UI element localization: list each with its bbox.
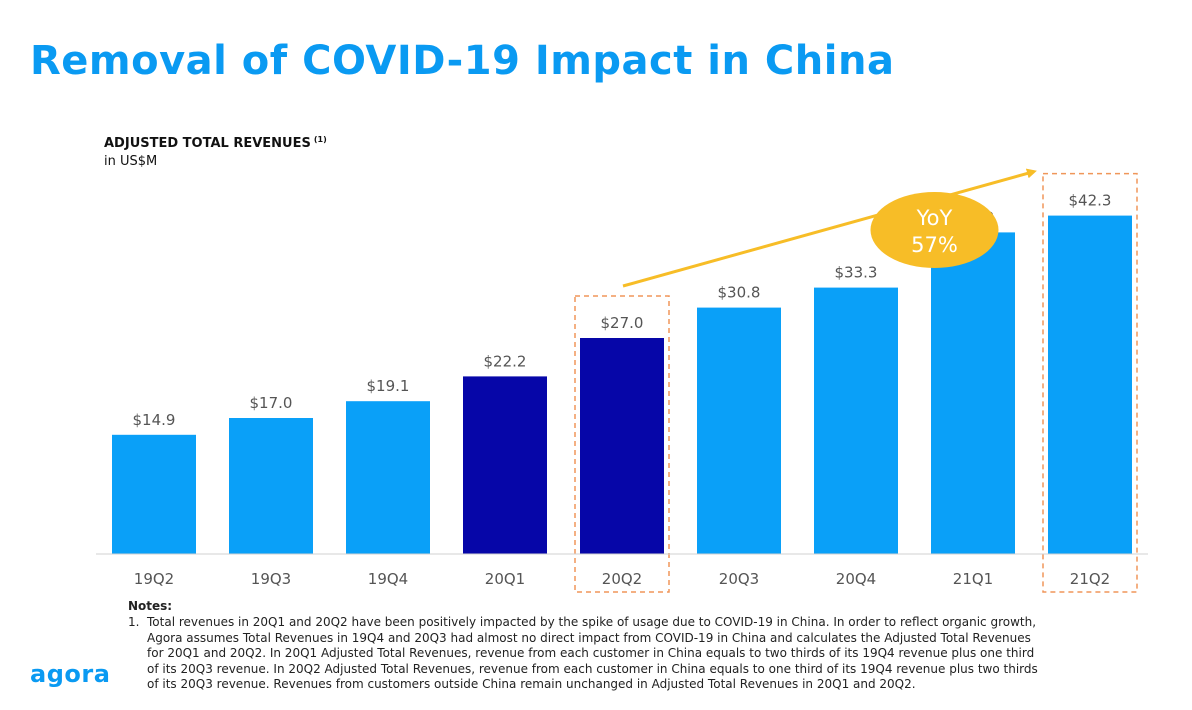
category-label-21Q2: 21Q2 (1070, 570, 1110, 588)
category-label-19Q3: 19Q3 (251, 570, 291, 588)
value-label-19Q4: $19.1 (367, 377, 410, 395)
chart-unit-label: in US$M (104, 154, 158, 169)
note-line: for 20Q1 and 20Q2. In 20Q1 Adjusted Tota… (128, 646, 1164, 662)
notes-body: 1. Total revenues in 20Q1 and 20Q2 have b… (128, 615, 1164, 693)
revenue-bar-chart: $14.9 19Q2 $17.0 19Q3 $19.1 19Q4 $22.2 20Q1 $27.… (96, 168, 1148, 593)
value-label-20Q2: $27.0 (601, 314, 644, 332)
yoy-bubble (870, 192, 999, 268)
value-label-20Q3: $30.8 (718, 284, 761, 302)
highlight-box-21Q2 (1042, 172, 1138, 593)
yoy-label: YoY (916, 206, 953, 230)
bar-21Q1 (931, 232, 1015, 554)
note-text: of its 20Q3 revenue. Revenues from custo… (147, 677, 916, 691)
agora-logo: agora (30, 660, 111, 688)
value-label-19Q3: $17.0 (250, 394, 293, 412)
notes-title: Notes: (128, 599, 173, 613)
notes-section: Notes: 1. Total revenues in 20Q1 and 20Q2… (128, 599, 1164, 693)
bar-19Q2 (112, 434, 196, 554)
note-text: Agora assumes Total Revenues in 19Q4 and… (147, 630, 1031, 645)
bar-21Q2 (1048, 215, 1132, 554)
category-label-19Q2: 19Q2 (134, 570, 174, 588)
note-line: Agora assumes Total Revenues in 19Q4 and… (128, 631, 1164, 647)
note-text: for 20Q1 and 20Q2. In 20Q1 Adjusted Tota… (147, 646, 1035, 660)
bar-20Q1 (463, 376, 547, 554)
highlight-box-20Q2 (574, 295, 670, 593)
category-label-20Q4: 20Q4 (836, 570, 876, 588)
value-label-20Q4: $33.3 (835, 264, 878, 282)
value-label-21Q2: $42.3 (1069, 192, 1112, 210)
note-line: 1. Total revenues in 20Q1 and 20Q2 have b… (128, 615, 1164, 631)
page-title: Removal of COVID-19 Impact in China (30, 38, 895, 84)
category-label-21Q1: 21Q1 (953, 570, 993, 588)
note-number: 1. (128, 615, 140, 629)
note-line: of its 20Q3 revenue. In 20Q2 Adjusted To… (128, 662, 1164, 678)
note-line: of its 20Q3 revenue. Revenues from custo… (128, 677, 1164, 693)
value-label-20Q1: $22.2 (484, 352, 527, 370)
bar-19Q4 (346, 401, 430, 554)
chart-title-footnote-ref: (1) (313, 135, 327, 144)
yoy-growth-arrow (622, 168, 1037, 288)
chart-title-text: ADJUSTED TOTAL REVENUES (104, 136, 311, 151)
note-text: Total revenues in 20Q1 and 20Q2 have bee… (147, 615, 1037, 629)
bar-19Q3 (229, 418, 313, 554)
category-label-19Q4: 19Q4 (368, 570, 408, 588)
bar-20Q4 (814, 287, 898, 554)
bar-20Q3 (697, 307, 781, 554)
value-label-19Q2: $14.9 (133, 411, 176, 429)
chart-title: ADJUSTED TOTAL REVENUES (1) (104, 135, 327, 151)
category-label-20Q1: 20Q1 (485, 570, 525, 588)
yoy-value: 57% (911, 233, 958, 257)
bar-20Q2 (580, 338, 664, 554)
note-text: of its 20Q3 revenue. In 20Q2 Adjusted To… (147, 661, 1038, 676)
category-label-20Q3: 20Q3 (719, 570, 759, 588)
category-label-20Q2: 20Q2 (602, 570, 642, 588)
